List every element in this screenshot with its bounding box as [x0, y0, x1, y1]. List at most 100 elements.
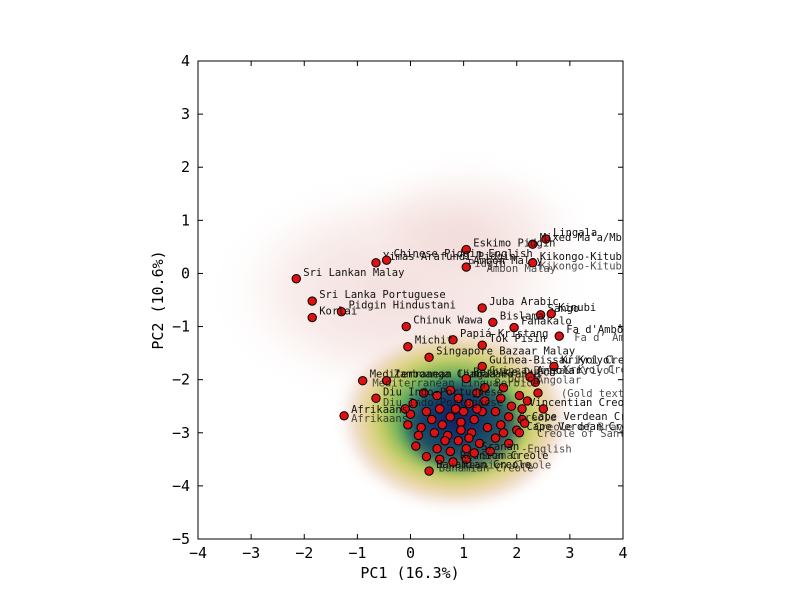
x-tick-label: 4: [618, 544, 627, 562]
label-fragment: Ambon Malay: [487, 263, 557, 275]
data-point: [453, 393, 464, 403]
data-point: [371, 258, 381, 268]
data-point: [403, 420, 413, 430]
data-point: [477, 361, 487, 372]
point-label: Pidgin Hindustani: [348, 300, 455, 312]
x-tick-label: 3: [565, 544, 574, 562]
x-axis-label: PC1 (16.3%): [360, 564, 459, 582]
data-point: [504, 438, 514, 449]
data-point: [490, 433, 501, 443]
data-point: [371, 393, 381, 403]
point-label: Mediterranean Lingua Franca: [370, 369, 541, 381]
data-point: [517, 404, 527, 414]
label-fragment: Pidgin: [468, 258, 506, 270]
data-point: [469, 414, 479, 425]
data-point: [541, 234, 551, 244]
data-point: [472, 388, 482, 398]
data-point: [520, 418, 530, 428]
data-point: [461, 373, 471, 384]
data-point: [437, 420, 448, 430]
label-fragment: Sranan: [481, 450, 519, 462]
point-label: Bahamian Creole: [436, 459, 531, 471]
point-label: Fa d'Ambô: [566, 324, 623, 336]
y-tick-label: −2: [172, 371, 190, 389]
point-label: Réunion Creole: [460, 450, 549, 462]
point-label: Guinea-Bissau Kriyol: [489, 354, 615, 366]
y-tick-label: −4: [172, 477, 190, 495]
x-tick-label: −1: [348, 544, 366, 562]
point-label: Berbice Dutch: [473, 367, 555, 379]
label-fragment: Diu Indo-Portuguese: [383, 397, 503, 409]
data-point: [456, 417, 466, 427]
label-fragment: Creole of Santiago: [537, 428, 651, 440]
y-tick-label: 4: [181, 52, 190, 70]
data-point: [461, 262, 471, 272]
point-label: Mixed Ma'a/Mbugu: [540, 232, 641, 244]
label-fragment: (Gold texts): [561, 388, 637, 400]
label-fragment: Mediterranean Lingua: [372, 377, 498, 389]
data-point: [498, 428, 509, 438]
label-fragment: Angolar: [537, 375, 581, 387]
label-fragment: Afrikaans: [351, 413, 408, 425]
point-label: Singapore Bazaar Malay: [436, 345, 575, 357]
label-fragment: Kikongo-Kituba: [540, 260, 629, 272]
x-tick-label: 2: [512, 544, 521, 562]
y-tick-label: 2: [181, 158, 190, 176]
data-point: [461, 454, 471, 465]
data-point: [408, 398, 418, 409]
data-point: [464, 433, 474, 443]
data-point: [456, 425, 466, 435]
y-tick-label: 1: [181, 211, 190, 229]
label-fragment: Fa d’ Ambô: [574, 332, 637, 344]
point-label: Papiá Kristang: [460, 328, 549, 340]
point-label: Cape Verdean Creole of Brava: [532, 411, 709, 423]
data-point: [469, 448, 479, 458]
point-label: Zamboanga Chabacano: [394, 369, 514, 381]
data-point: [400, 404, 410, 414]
data-point: [448, 335, 458, 345]
y-tick-label: −1: [172, 318, 190, 336]
data-point: [506, 401, 517, 411]
data-point: [538, 404, 549, 414]
point-label: Chinuk Wawa: [413, 315, 483, 327]
data-point: [509, 322, 519, 333]
x-tick-label: −3: [242, 544, 260, 562]
data-point: [416, 422, 426, 433]
data-point: [435, 404, 445, 414]
data-point: [445, 385, 456, 395]
label-fragment: Reunion Creole: [463, 460, 552, 472]
data-point: [445, 446, 456, 457]
data-point: [477, 340, 487, 350]
data-point: [448, 457, 458, 467]
data-point: [440, 436, 450, 446]
x-axis: −4 −3 −2 −1 0 1 2 3 4: [189, 61, 628, 562]
data-point: [496, 393, 506, 403]
data-point: [485, 446, 495, 457]
label-fragment: Dutch: [508, 374, 540, 386]
data-point: [427, 414, 437, 425]
point-label: Sri Lanka Portuguese: [319, 289, 445, 301]
data-point: [504, 412, 514, 422]
data-point: [525, 372, 535, 382]
point-label: Korlai: [319, 306, 357, 318]
data-point: [527, 258, 538, 268]
data-point: [480, 396, 490, 406]
data-point: [429, 428, 440, 438]
point-label: Chinese Pidgin English: [394, 248, 533, 260]
data-point: [419, 388, 429, 398]
data-point: [421, 451, 432, 462]
data-point: [401, 321, 411, 332]
point-label: Diu Indo-Portuguese: [383, 386, 503, 398]
data-point: [480, 382, 490, 393]
data-point: [307, 296, 317, 306]
data-point: [554, 331, 564, 341]
label-fragment: Creole: [518, 412, 556, 424]
data-point: [411, 441, 421, 451]
data-point: [496, 420, 506, 430]
data-point: [546, 309, 556, 319]
data-point: [403, 342, 413, 352]
point-label: Cape Verdean Creole of Santiago: [526, 421, 722, 433]
data-point: [458, 406, 469, 417]
